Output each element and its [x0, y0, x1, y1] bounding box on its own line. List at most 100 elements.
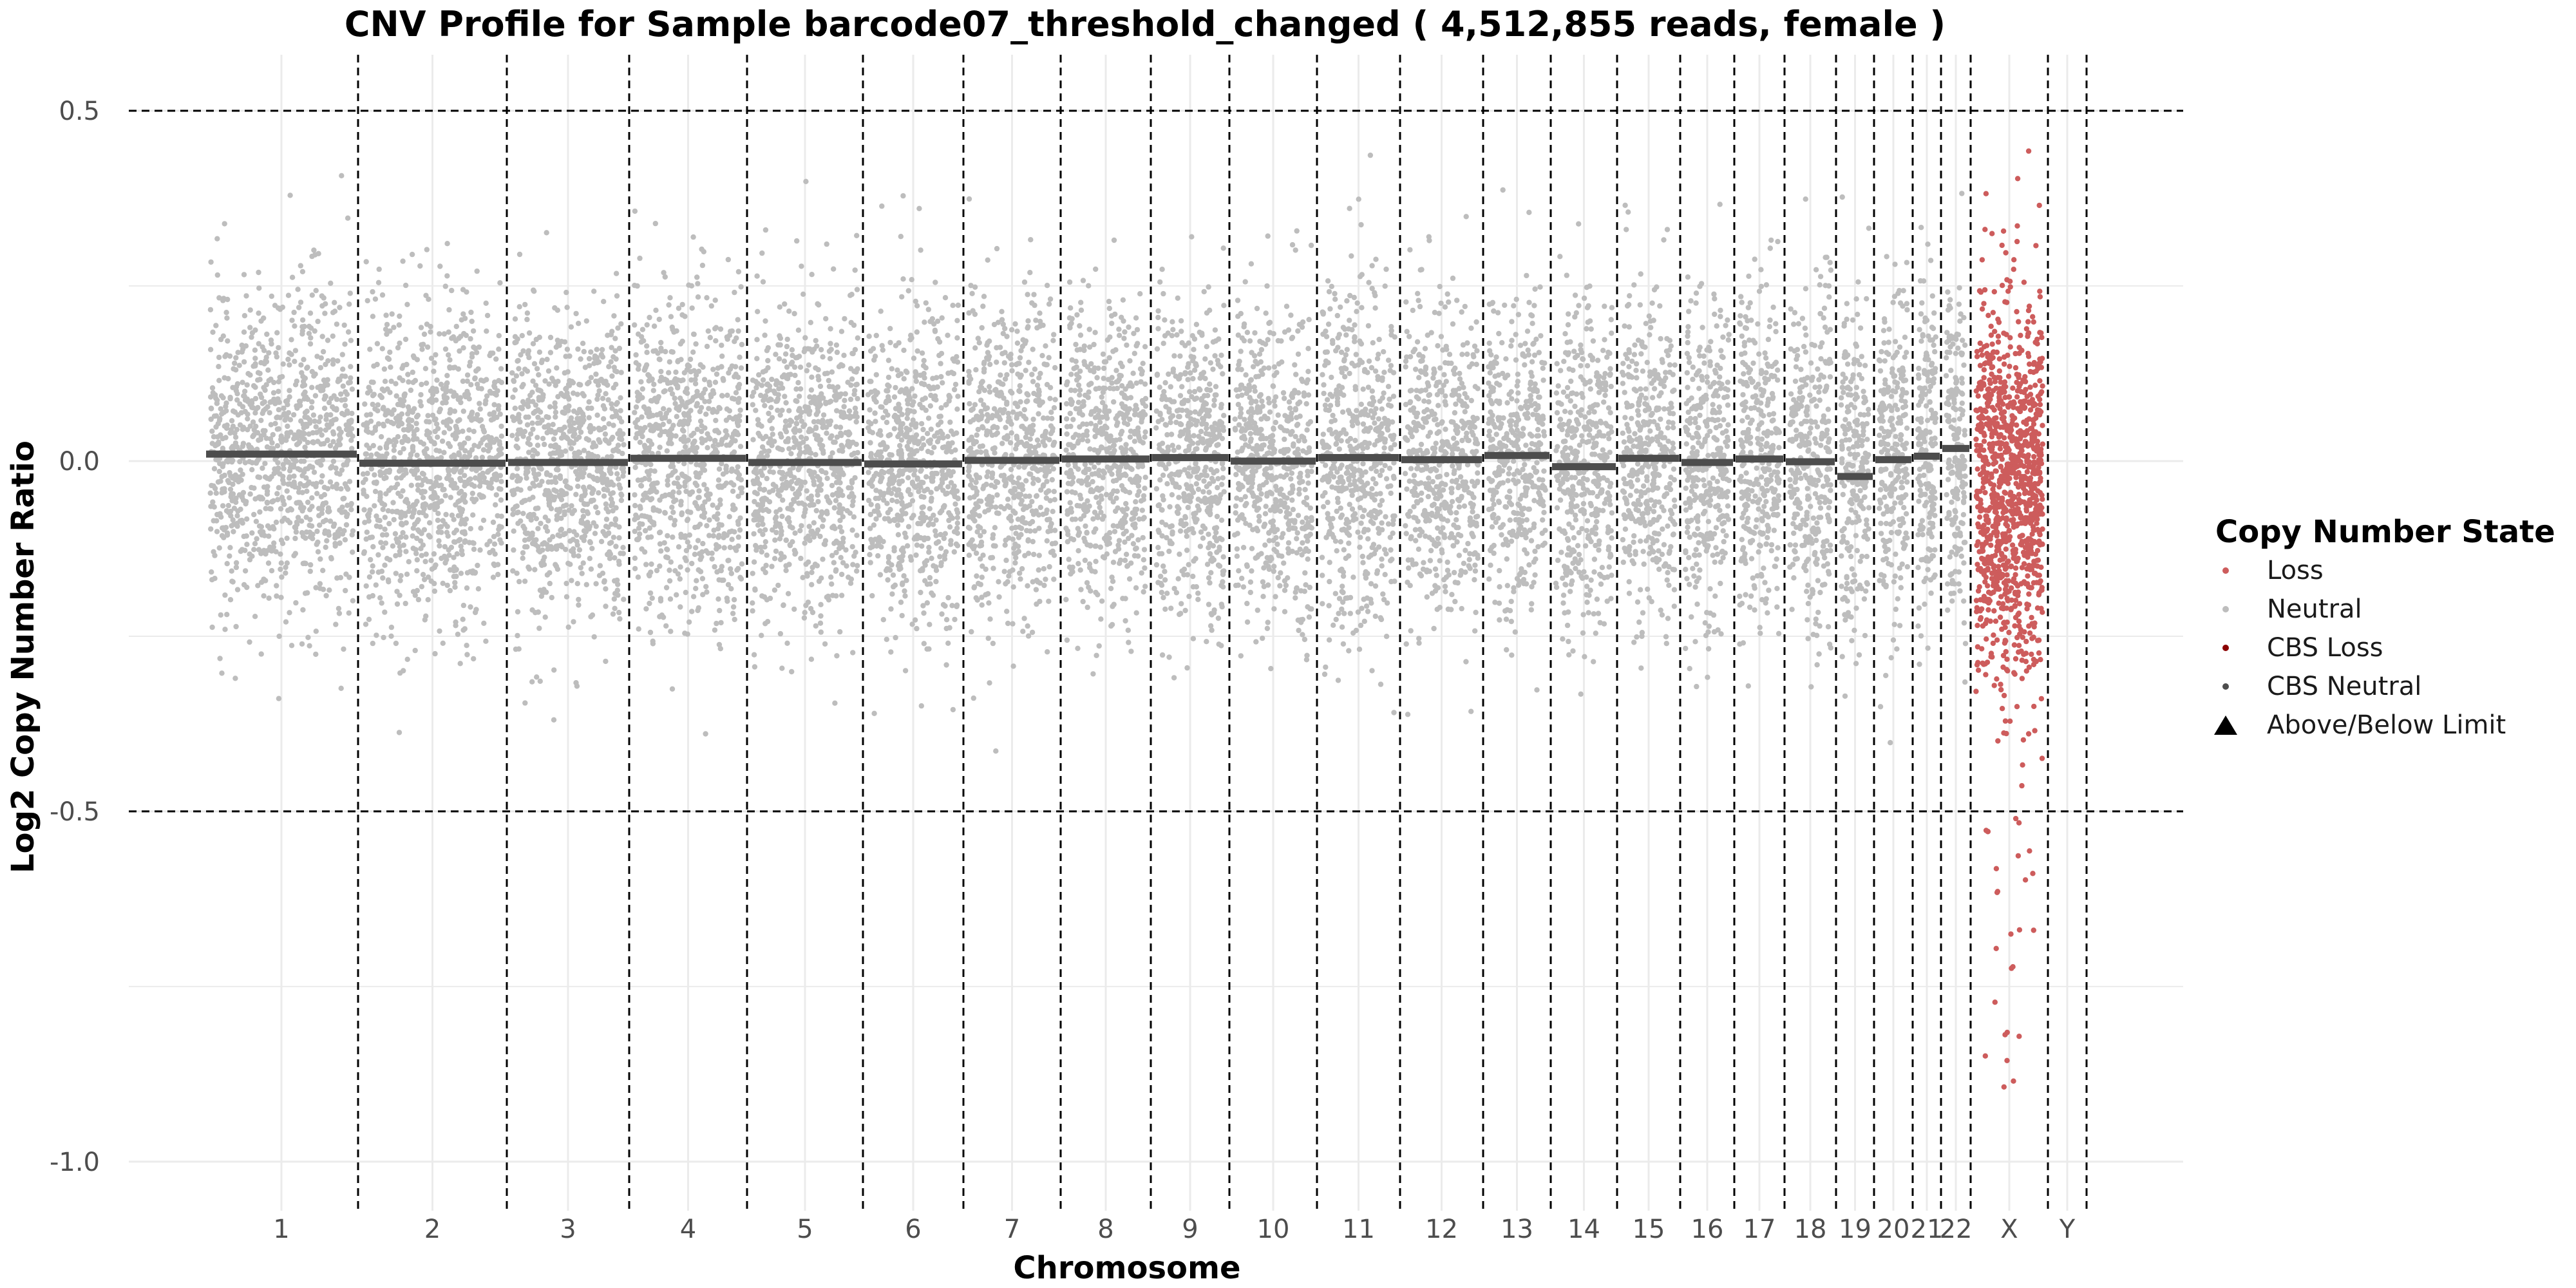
- data-point: [302, 410, 308, 415]
- data-point: [512, 334, 518, 339]
- data-point: [673, 433, 679, 439]
- data-point: [372, 472, 377, 478]
- data-point: [218, 478, 223, 484]
- data-point: [474, 381, 480, 387]
- data-point: [309, 292, 315, 298]
- data-point: [211, 434, 217, 440]
- data-point: [459, 444, 465, 450]
- data-point: [214, 236, 220, 242]
- data-point: [339, 410, 345, 417]
- data-point: [719, 437, 725, 442]
- data-point: [750, 377, 756, 383]
- data-point: [829, 581, 835, 587]
- data-point: [229, 568, 234, 574]
- data-point: [410, 510, 417, 516]
- data-point: [287, 362, 292, 368]
- data-point: [902, 530, 908, 536]
- data-point: [616, 535, 622, 541]
- data-point: [589, 451, 595, 458]
- data-point: [587, 556, 592, 562]
- data-point: [552, 400, 558, 406]
- data-point: [555, 532, 561, 538]
- data-point: [456, 450, 462, 456]
- data-point: [378, 540, 384, 545]
- data-point: [880, 617, 887, 623]
- data-point: [216, 545, 222, 551]
- data-point: [261, 408, 267, 413]
- data-point: [468, 309, 474, 316]
- data-point: [489, 485, 495, 491]
- data-point: [703, 731, 708, 737]
- data-point: [732, 529, 737, 535]
- data-point: [696, 471, 702, 478]
- data-point: [775, 582, 781, 589]
- data-point: [662, 414, 668, 420]
- data-point: [255, 474, 261, 480]
- data-point: [838, 554, 844, 560]
- data-point: [769, 376, 775, 383]
- data-point: [641, 404, 647, 410]
- data-point: [441, 331, 447, 337]
- data-point: [313, 651, 319, 658]
- data-points: [207, 148, 2045, 1090]
- data-point: [677, 576, 683, 582]
- data-point: [542, 614, 548, 620]
- data-point: [383, 540, 389, 546]
- data-point: [213, 490, 219, 496]
- data-point: [425, 413, 431, 419]
- data-point: [654, 567, 660, 574]
- data-point: [258, 417, 264, 423]
- data-point: [232, 409, 238, 415]
- data-point: [290, 412, 297, 418]
- data-point: [339, 173, 345, 178]
- data-point: [676, 484, 682, 490]
- data-point: [815, 527, 821, 533]
- data-point: [699, 503, 706, 509]
- data-point: [397, 313, 402, 319]
- data-point: [658, 339, 664, 346]
- data-point: [446, 547, 451, 553]
- data-point: [846, 485, 851, 491]
- data-point: [898, 234, 904, 240]
- data-point: [336, 531, 342, 537]
- data-point: [886, 374, 892, 381]
- data-point: [420, 495, 426, 500]
- data-point: [311, 469, 317, 475]
- data-point: [824, 370, 830, 376]
- data-point: [333, 416, 339, 422]
- data-point: [662, 388, 668, 394]
- data-point: [281, 405, 287, 412]
- data-point: [823, 470, 829, 476]
- data-point: [612, 336, 618, 341]
- data-point: [632, 322, 638, 328]
- data-point: [379, 346, 385, 352]
- data-point: [276, 633, 282, 639]
- data-point: [249, 400, 255, 406]
- data-point: [829, 553, 835, 558]
- data-point: [402, 391, 408, 397]
- data-point: [831, 560, 837, 565]
- data-point: [833, 498, 839, 504]
- data-point: [537, 409, 544, 415]
- data-point: [805, 346, 811, 352]
- data-point: [759, 450, 764, 456]
- data-point: [683, 474, 688, 480]
- data-point: [265, 523, 271, 529]
- data-point: [837, 480, 843, 486]
- data-point: [326, 399, 332, 406]
- data-point: [410, 533, 415, 539]
- data-point: [576, 602, 582, 608]
- data-point: [391, 442, 397, 449]
- data-point: [898, 565, 904, 571]
- data-point: [438, 381, 444, 387]
- data-point: [393, 640, 399, 647]
- data-point: [868, 379, 874, 384]
- data-point: [938, 374, 944, 380]
- data-point: [323, 417, 329, 422]
- data-point: [433, 475, 440, 480]
- data-point: [603, 501, 609, 507]
- data-point: [872, 354, 878, 359]
- data-point: [732, 339, 737, 345]
- data-point: [926, 544, 932, 551]
- data-point: [751, 652, 757, 658]
